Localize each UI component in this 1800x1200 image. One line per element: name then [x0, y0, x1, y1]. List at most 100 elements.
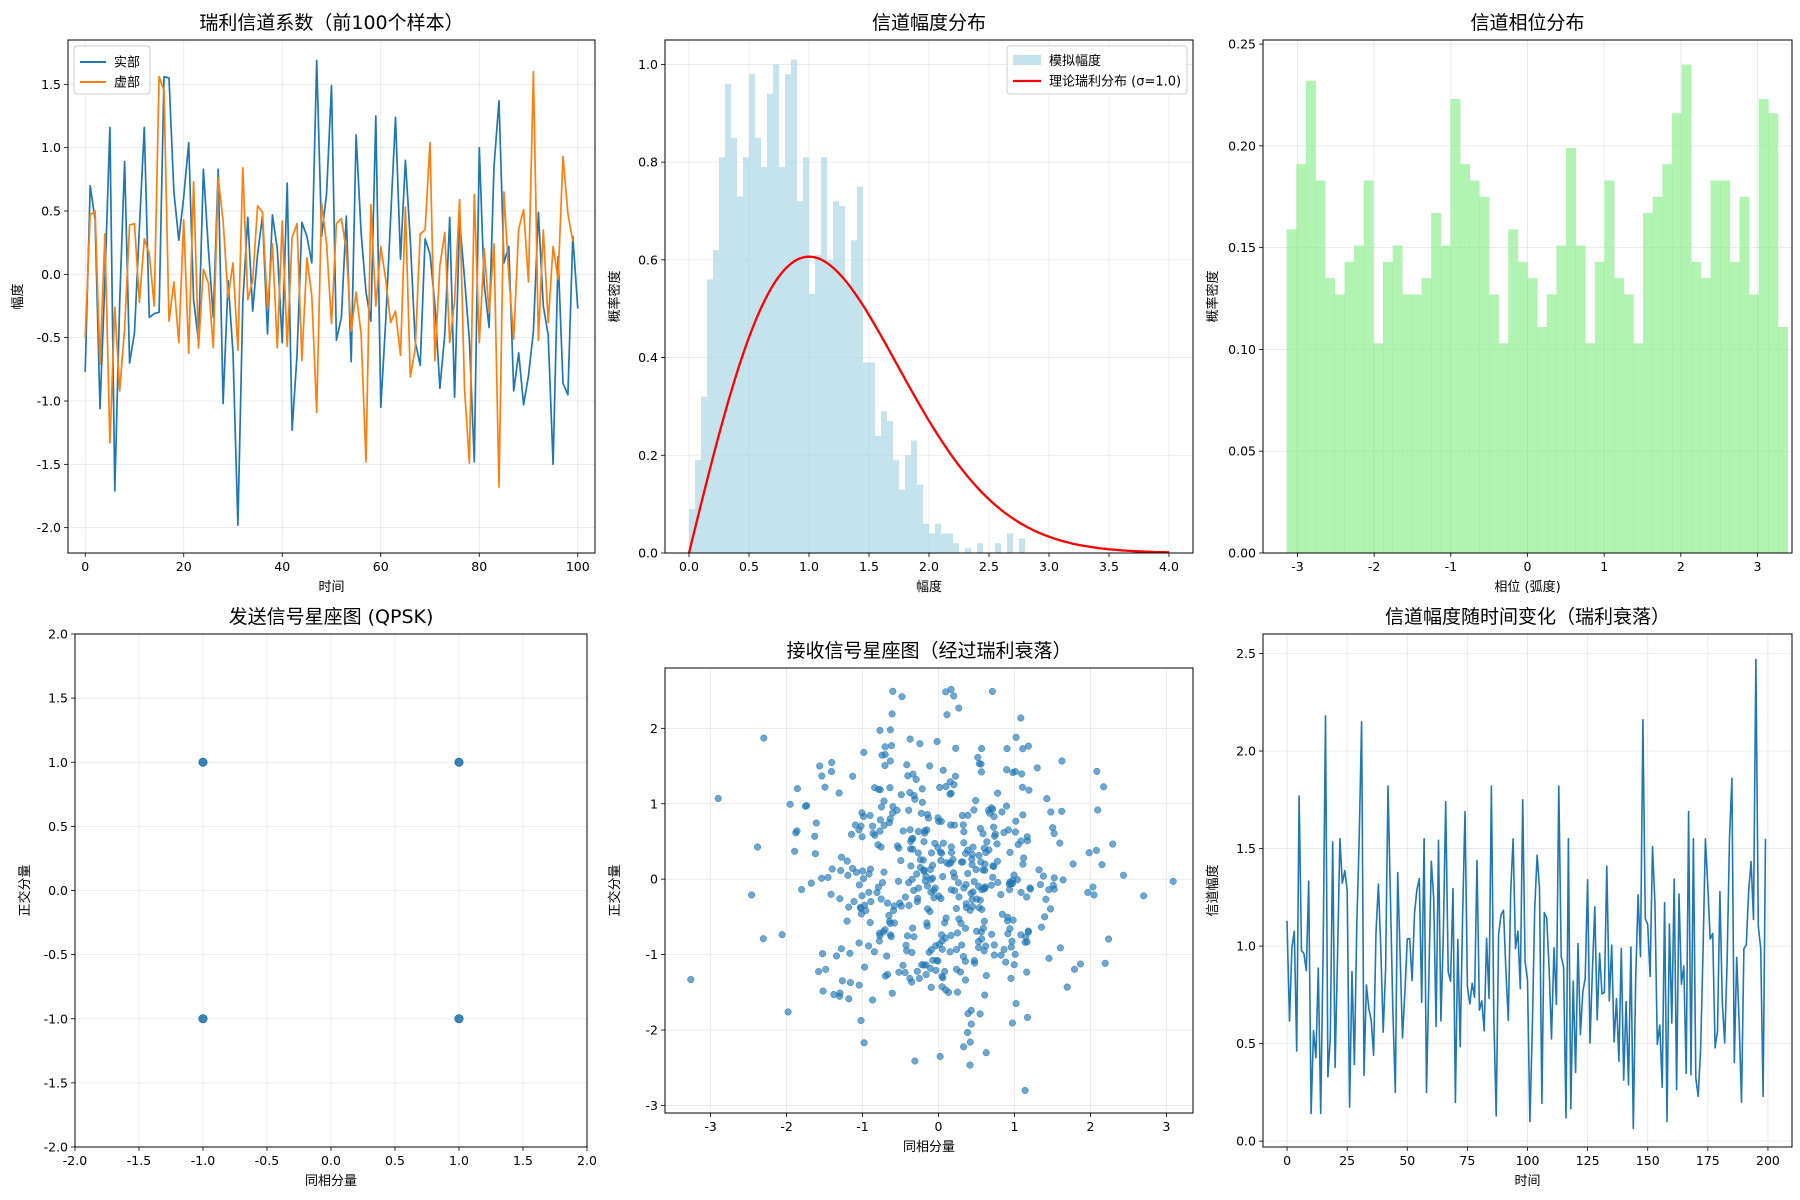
- x-tick-label: 125: [1576, 1153, 1600, 1168]
- histogram-bar: [821, 157, 827, 553]
- y-tick-label: 1.0: [48, 755, 68, 770]
- x-axis-label: 相位 (弧度): [1494, 579, 1560, 595]
- received-point: [1042, 895, 1050, 903]
- histogram-bar: [851, 240, 857, 554]
- x-tick-label: 1.5: [513, 1153, 533, 1168]
- histogram-bar: [1720, 180, 1731, 553]
- series-line-real: [84, 59, 579, 526]
- received-point: [837, 945, 845, 953]
- histogram-bar: [1700, 278, 1711, 553]
- chart-title: 瑞利信道系数（前100个样本）: [199, 12, 463, 34]
- histogram-bar: [1411, 294, 1422, 553]
- histogram-bar: [845, 284, 851, 553]
- received-point: [913, 967, 921, 975]
- received-point: [980, 917, 988, 925]
- received-point: [962, 849, 970, 857]
- histogram-bar: [1566, 147, 1576, 553]
- histogram-bar: [899, 489, 905, 553]
- received-point: [1109, 840, 1117, 848]
- histogram-bar: [695, 460, 701, 553]
- histogram-bar: [929, 533, 935, 553]
- received-point: [950, 873, 959, 881]
- y-tick-label: 0.15: [1228, 240, 1256, 255]
- received-point: [836, 895, 844, 903]
- x-tick-label: 100: [1516, 1153, 1540, 1168]
- received-point: [927, 849, 936, 857]
- received-point: [962, 903, 970, 912]
- received-point: [909, 770, 917, 778]
- x-tick-label: 2.0: [577, 1153, 597, 1168]
- histogram-bar: [1758, 99, 1769, 554]
- histogram-bar: [893, 460, 899, 553]
- received-point: [798, 886, 806, 894]
- received-point: [981, 866, 989, 874]
- received-point: [926, 907, 934, 916]
- received-point: [970, 878, 978, 886]
- axes-frame: [67, 39, 596, 554]
- histogram-bar: [1777, 327, 1788, 553]
- received-point: [816, 762, 824, 770]
- received-point: [897, 791, 905, 799]
- received-point: [889, 803, 897, 811]
- histogram-bar: [869, 362, 875, 553]
- received-point: [1011, 950, 1019, 958]
- received-point: [886, 784, 894, 792]
- x-tick-label: 1: [1600, 559, 1608, 574]
- received-point: [889, 687, 897, 695]
- received-point: [1026, 884, 1034, 892]
- received-point: [920, 961, 928, 969]
- received-point: [941, 919, 949, 927]
- received-point: [821, 783, 829, 791]
- histogram-bar: [1460, 164, 1470, 553]
- received-point: [953, 988, 962, 996]
- received-point: [1085, 849, 1093, 857]
- y-tick-label: 1: [650, 796, 658, 811]
- received-point: [845, 995, 853, 1003]
- axes-frame: [664, 667, 1194, 1114]
- received-point: [753, 843, 762, 851]
- received-point: [976, 1010, 984, 1018]
- chart-title: 信道幅度随时间变化（瑞利衰落）: [1385, 606, 1670, 628]
- received-point: [906, 788, 914, 797]
- received-point: [1004, 826, 1013, 834]
- histogram-bar: [1334, 294, 1345, 553]
- received-point: [973, 927, 981, 935]
- histogram-bar: [1296, 164, 1307, 553]
- x-axis-label: 时间: [318, 580, 344, 595]
- histogram-bar: [953, 543, 959, 553]
- received-point: [1023, 893, 1031, 901]
- received-point: [901, 893, 909, 901]
- received-point: [867, 898, 875, 906]
- received-point: [959, 821, 967, 829]
- y-tick-label: -0.5: [44, 947, 68, 962]
- histogram-bar: [887, 421, 893, 553]
- received-point: [886, 726, 894, 734]
- histogram-bar: [701, 396, 707, 553]
- x-tick-label: 1.0: [799, 559, 819, 574]
- received-point: [1010, 961, 1018, 969]
- received-point: [959, 953, 968, 961]
- received-point: [860, 748, 868, 756]
- constellation-point: [454, 1014, 464, 1024]
- x-tick-label: -2: [1368, 559, 1380, 574]
- received-point: [855, 826, 863, 834]
- histogram-bar: [1710, 180, 1721, 553]
- histogram-bar: [707, 279, 713, 553]
- received-point: [883, 952, 891, 960]
- histogram-bar: [1508, 229, 1519, 554]
- plot-area: [687, 685, 1177, 1094]
- received-point: [960, 1043, 968, 1051]
- y-tick-label: -2: [646, 1023, 658, 1038]
- received-point: [911, 795, 919, 803]
- received-point: [1100, 783, 1108, 791]
- received-point: [981, 884, 989, 892]
- x-tick-label: 3.5: [1099, 559, 1119, 574]
- plot-area: [687, 59, 1169, 554]
- x-tick-label: 20: [176, 559, 192, 574]
- received-point: [815, 968, 823, 976]
- received-point: [941, 967, 949, 975]
- received-point: [1069, 860, 1077, 868]
- received-point: [982, 1049, 990, 1057]
- received-point: [866, 918, 874, 927]
